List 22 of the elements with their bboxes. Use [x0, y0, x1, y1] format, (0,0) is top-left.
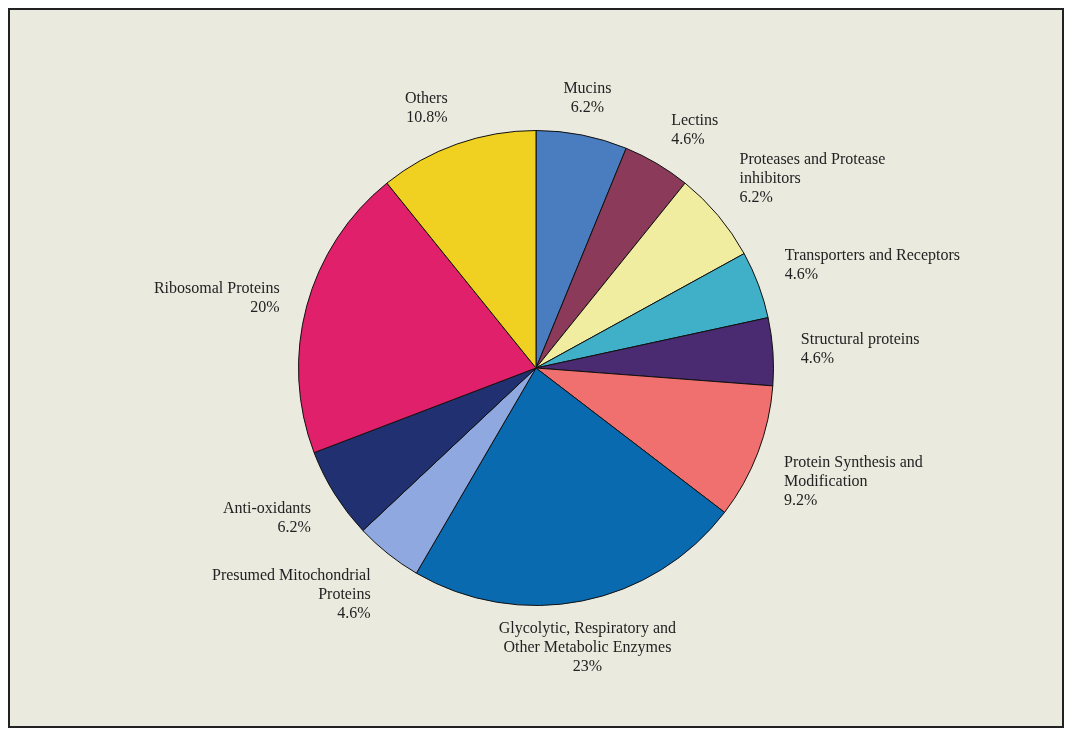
slice-label: Anti-oxidants: [222, 499, 311, 517]
slice-label: Proteases and Protease inhibitors: [739, 149, 886, 186]
slice-label: Others: [404, 88, 448, 106]
slice-label: Lectins: [671, 110, 719, 128]
data-label: 6.2%: [570, 97, 605, 115]
slice-label: Ribosomal Proteins: [153, 279, 280, 297]
data-label: 6.2%: [739, 187, 773, 205]
slice-label: Structural proteins: [800, 330, 920, 349]
data-label: 9.2%: [784, 490, 818, 508]
data-label: 6.2%: [277, 518, 311, 536]
data-label: 4.6%: [337, 603, 371, 621]
data-label: 20%: [250, 298, 280, 316]
data-label: 10.8%: [406, 107, 448, 125]
slice-label: Protein Synthesis and Modification: [784, 452, 923, 489]
slice-label: Presumed Mitochondrial Proteins: [212, 565, 372, 602]
data-label: 4.6%: [671, 129, 705, 147]
slice-label: Glycolytic, Respiratory and Other Metabolic Enzymes: [498, 618, 677, 656]
data-label: 4.6%: [800, 349, 835, 367]
data-label: 23%: [572, 656, 603, 674]
data-label: 4.6%: [784, 265, 818, 283]
slice-label: Transporters and Receptors: [784, 246, 961, 265]
slice-label: Mucins: [563, 78, 612, 96]
